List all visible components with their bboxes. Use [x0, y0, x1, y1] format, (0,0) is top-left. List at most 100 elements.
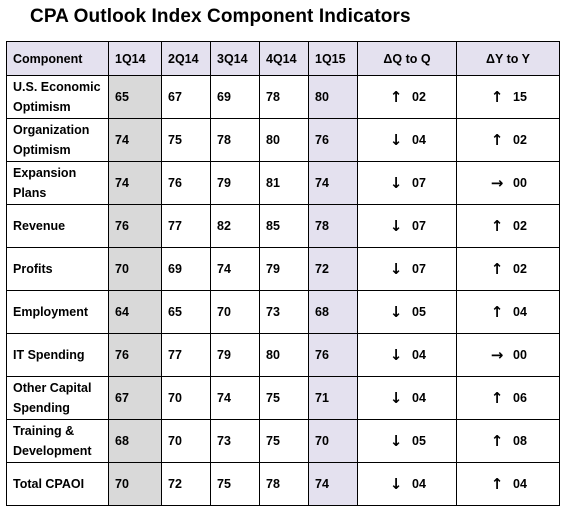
delta-yy: ↑ 02 — [488, 216, 528, 236]
cell-2q14: 77 — [161, 333, 211, 377]
delta-yy: ↑ 02 — [488, 130, 528, 150]
delta-qq: ↓ 05 — [387, 431, 427, 451]
delta-qq: ↓ 04 — [387, 388, 427, 408]
down-arrow-icon: ↓ — [389, 259, 403, 278]
cell-4q14: 75 — [259, 419, 309, 463]
delta-value: 04 — [412, 132, 426, 147]
delta-value: 02 — [513, 261, 527, 276]
cell-1q14: 65 — [108, 75, 162, 119]
cell-4q14: 73 — [259, 290, 309, 334]
right-arrow-icon: → — [490, 345, 504, 364]
cell-1q15: 72 — [308, 247, 358, 291]
cell-delta-yy: ↑ 08 — [456, 419, 560, 463]
table-row: Total CPAOI 70 72 75 78 74 ↓ 04 ↑ 04 — [6, 462, 560, 506]
delta-qq: ↓ 07 — [387, 216, 427, 236]
column-header-1q15: 1Q15 — [308, 41, 358, 76]
cell-1q15: 76 — [308, 118, 358, 162]
column-header-1q14: 1Q14 — [108, 41, 162, 76]
down-arrow-icon: ↓ — [389, 216, 403, 235]
delta-yy: ↑ 04 — [488, 474, 528, 494]
header-row: Component 1Q14 2Q14 3Q14 4Q14 1Q15 ΔQ to… — [6, 41, 560, 76]
table-row: Profits 70 69 74 79 72 ↓ 07 ↑ 02 — [6, 247, 560, 291]
cell-1q14: 76 — [108, 204, 162, 248]
cell-1q14: 70 — [108, 247, 162, 291]
cell-delta-qq: ↓ 04 — [357, 118, 457, 162]
cell-delta-yy: → 00 — [456, 161, 560, 205]
cell-delta-qq: ↓ 05 — [357, 419, 457, 463]
cell-component: Training & Development — [6, 419, 109, 463]
cell-component: Other Capital Spending — [6, 376, 109, 420]
cell-3q14: 75 — [210, 462, 260, 506]
up-arrow-icon: ↑ — [490, 302, 504, 321]
cell-1q15: 71 — [308, 376, 358, 420]
cell-delta-yy: ↑ 15 — [456, 75, 560, 119]
delta-yy: ↑ 04 — [488, 302, 528, 322]
cell-delta-yy: → 00 — [456, 333, 560, 377]
delta-value: 02 — [513, 218, 527, 233]
cell-delta-yy: ↑ 04 — [456, 462, 560, 506]
cell-component: U.S. Economic Optimism — [6, 75, 109, 119]
delta-yy: → 00 — [488, 345, 528, 365]
delta-value: 15 — [513, 89, 527, 104]
cell-2q14: 70 — [161, 419, 211, 463]
cell-3q14: 79 — [210, 161, 260, 205]
column-header-4q14: 4Q14 — [259, 41, 309, 76]
delta-yy: → 00 — [488, 173, 528, 193]
cell-4q14: 79 — [259, 247, 309, 291]
cell-1q14: 74 — [108, 118, 162, 162]
up-arrow-icon: ↑ — [490, 87, 504, 106]
table-row: Employment 64 65 70 73 68 ↓ 05 ↑ 04 — [6, 290, 560, 334]
up-arrow-icon: ↑ — [490, 216, 504, 235]
cell-3q14: 82 — [210, 204, 260, 248]
down-arrow-icon: ↓ — [389, 345, 403, 364]
delta-value: 04 — [412, 390, 426, 405]
page-title: CPA Outlook Index Component Indicators — [30, 6, 411, 27]
table-body: U.S. Economic Optimism 65 67 69 78 80 ↑ 02 ↑ 15 Or… — [6, 75, 560, 506]
delta-value: 04 — [513, 304, 527, 319]
cell-3q14: 70 — [210, 290, 260, 334]
delta-value: 07 — [412, 261, 426, 276]
cell-4q14: 78 — [259, 462, 309, 506]
cell-4q14: 80 — [259, 118, 309, 162]
cell-delta-qq: ↓ 07 — [357, 204, 457, 248]
up-arrow-icon: ↑ — [389, 87, 403, 106]
cell-component: Organization Optimism — [6, 118, 109, 162]
cell-1q14: 74 — [108, 161, 162, 205]
cell-4q14: 75 — [259, 376, 309, 420]
delta-qq: ↑ 02 — [387, 87, 427, 107]
table-row: Revenue 76 77 82 85 78 ↓ 07 ↑ 02 — [6, 204, 560, 248]
column-header-delta-q-to-q: ΔQ to Q — [357, 41, 457, 76]
cell-delta-qq: ↓ 07 — [357, 247, 457, 291]
delta-value: 07 — [412, 218, 426, 233]
cell-2q14: 65 — [161, 290, 211, 334]
table-row: Expansion Plans 74 76 79 81 74 ↓ 07 → 00 — [6, 161, 560, 205]
cell-4q14: 80 — [259, 333, 309, 377]
cell-delta-yy: ↑ 04 — [456, 290, 560, 334]
delta-value: 06 — [513, 390, 527, 405]
delta-qq: ↓ 04 — [387, 130, 427, 150]
cell-2q14: 75 — [161, 118, 211, 162]
cell-2q14: 76 — [161, 161, 211, 205]
cell-2q14: 70 — [161, 376, 211, 420]
cell-2q14: 72 — [161, 462, 211, 506]
cell-1q15: 68 — [308, 290, 358, 334]
delta-yy: ↑ 02 — [488, 259, 528, 279]
delta-value: 00 — [513, 347, 527, 362]
cell-component: Profits — [6, 247, 109, 291]
cell-delta-qq: ↓ 04 — [357, 333, 457, 377]
cell-2q14: 67 — [161, 75, 211, 119]
right-arrow-icon: → — [490, 173, 504, 192]
cell-1q15: 74 — [308, 161, 358, 205]
column-header-delta-y-to-y: ΔY to Y — [456, 41, 560, 76]
cell-4q14: 78 — [259, 75, 309, 119]
down-arrow-icon: ↓ — [389, 130, 403, 149]
delta-qq: ↓ 04 — [387, 474, 427, 494]
cell-3q14: 73 — [210, 419, 260, 463]
column-header-2q14: 2Q14 — [161, 41, 211, 76]
cell-4q14: 85 — [259, 204, 309, 248]
cell-1q14: 76 — [108, 333, 162, 377]
cell-1q14: 64 — [108, 290, 162, 334]
delta-value: 05 — [412, 433, 426, 448]
cell-delta-qq: ↓ 07 — [357, 161, 457, 205]
table-row: Organization Optimism 74 75 78 80 76 ↓ 04 ↑ 02 — [6, 118, 560, 162]
